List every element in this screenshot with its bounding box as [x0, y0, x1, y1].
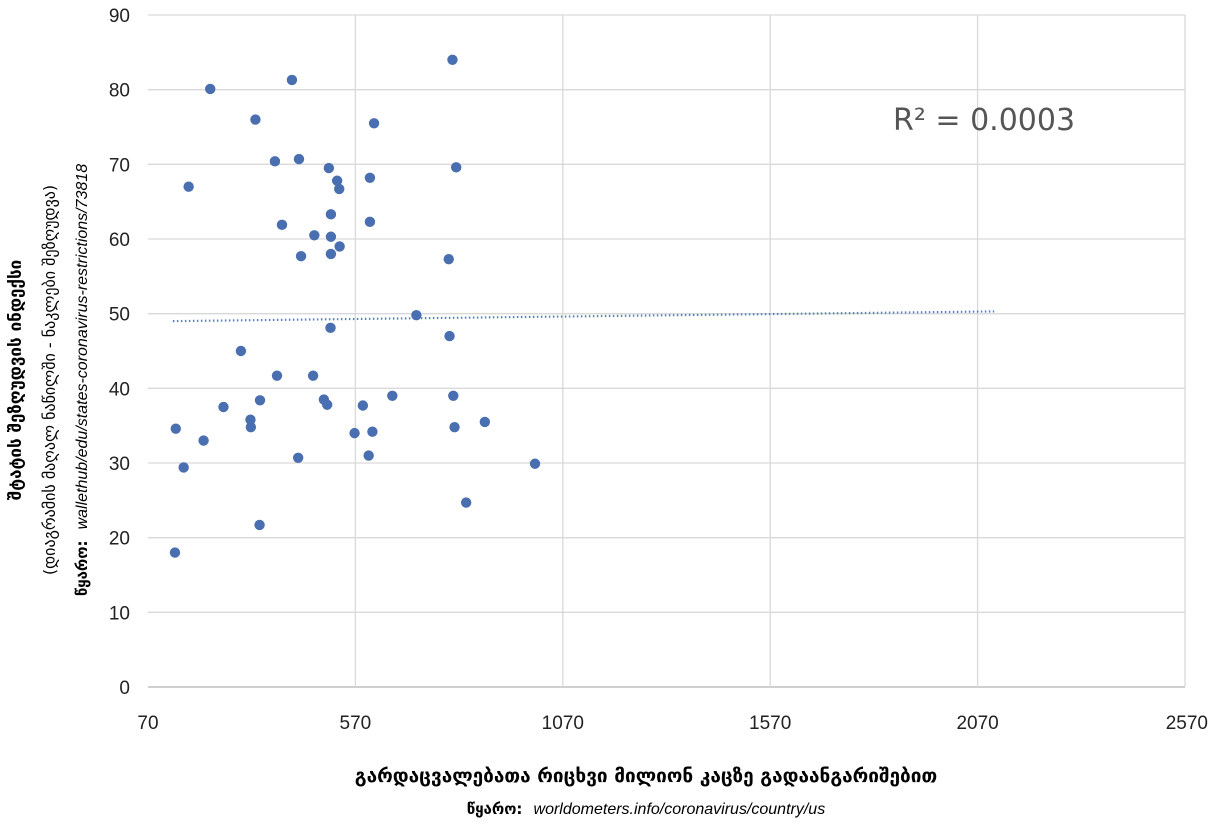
r-squared-annotation: R² = 0.0003 [893, 103, 1075, 138]
data-point [198, 435, 209, 446]
data-point [245, 421, 257, 433]
data-point [325, 248, 337, 260]
data-point [443, 253, 454, 265]
y-tick-label: 90 [109, 6, 130, 27]
data-point [205, 83, 216, 95]
data-point [448, 390, 459, 401]
data-point [325, 209, 337, 220]
y-source-label: წყარო: [73, 541, 91, 597]
y-tick-label: 30 [109, 454, 130, 475]
data-point [331, 175, 343, 186]
data-point [529, 458, 541, 469]
data-point [450, 162, 462, 173]
x-tick-label: 2570 [1166, 713, 1208, 734]
data-point [235, 345, 247, 357]
data-point [170, 423, 181, 434]
data-point [363, 450, 374, 461]
data-point [334, 241, 345, 252]
data-point [183, 181, 194, 192]
data-point [449, 421, 460, 433]
data-point [479, 416, 491, 428]
data-point [334, 183, 345, 195]
x-tick-label: 1070 [542, 713, 584, 734]
data-point [276, 219, 288, 231]
data-point [295, 250, 307, 262]
data-point [250, 114, 261, 125]
data-point [309, 230, 320, 241]
x-source-text: worldometers.info/coronavirus/country/us [534, 801, 826, 818]
x-axis-source: წყარო: worldometers.info/coronavirus/cou… [467, 799, 825, 818]
y-tick-label: 70 [109, 155, 130, 176]
data-point [323, 162, 335, 174]
data-point [169, 547, 181, 558]
data-point [245, 414, 256, 425]
x-source-label: წყარო: [467, 800, 523, 818]
data-point [307, 370, 319, 381]
data-point [364, 216, 376, 228]
data-point [254, 395, 266, 406]
grid-lines [148, 14, 1186, 688]
data-point [460, 497, 472, 508]
data-point [321, 399, 333, 410]
data-point [271, 370, 283, 381]
data-point [364, 172, 376, 183]
y-tick-label: 20 [109, 529, 130, 550]
data-point [367, 426, 378, 437]
y-axis-subtitle-group: (დიაგრამის მაღალ ნაწილში - ნაკლები შეზღუ… [40, 185, 59, 575]
data-point [325, 322, 336, 334]
x-tick-label: 70 [137, 713, 158, 734]
y-tick-label: 60 [109, 230, 130, 251]
y-axis-title: შტატის შეზღუდვის ინდექსი [6, 260, 26, 500]
data-point [254, 519, 265, 531]
data-point [444, 330, 455, 342]
data-point [357, 400, 369, 411]
y-axis-title-group: შტატის შეზღუდვის ინდექსი [6, 260, 26, 500]
trend-line [172, 310, 995, 323]
y-tick-label: 40 [109, 379, 130, 400]
y-tick-label: 80 [109, 81, 130, 102]
y-tick-label: 10 [109, 603, 130, 624]
y-tick-labels: 0 10 20 30 40 50 60 70 80 90 [109, 6, 130, 699]
y-axis-subtitle: (დიაგრამის მაღალ ნაწილში - ნაკლები შეზღუ… [40, 185, 59, 575]
data-point [218, 401, 229, 413]
data-points [169, 54, 541, 558]
x-tick-label: 2070 [956, 713, 998, 734]
data-point [387, 390, 398, 401]
x-tick-labels: 70 570 1070 1570 2070 2570 [137, 713, 1208, 734]
data-point [325, 231, 337, 242]
y-tick-label: 50 [109, 305, 130, 326]
y-axis-source-group: წყარო: wallethub/edu/states-coronavirus-… [72, 164, 91, 596]
x-axis-title: გარდაცვალებათა რიცხვი მილიონ კაცზე გადაა… [355, 765, 937, 787]
data-point [411, 309, 422, 321]
data-point [269, 156, 281, 167]
data-point [368, 118, 380, 129]
data-point [286, 74, 298, 86]
x-tick-label: 1570 [749, 713, 791, 734]
x-tick-label: 570 [340, 713, 372, 734]
data-point [292, 452, 304, 463]
data-point [178, 462, 189, 473]
data-point [447, 54, 458, 65]
data-point [349, 427, 360, 439]
y-axis-source: წყარო: wallethub/edu/states-coronavirus-… [72, 164, 91, 596]
y-tick-label: 0 [119, 678, 130, 699]
data-point [293, 153, 305, 165]
y-source-text: wallethub/edu/states-coronavirus-restric… [74, 164, 91, 530]
